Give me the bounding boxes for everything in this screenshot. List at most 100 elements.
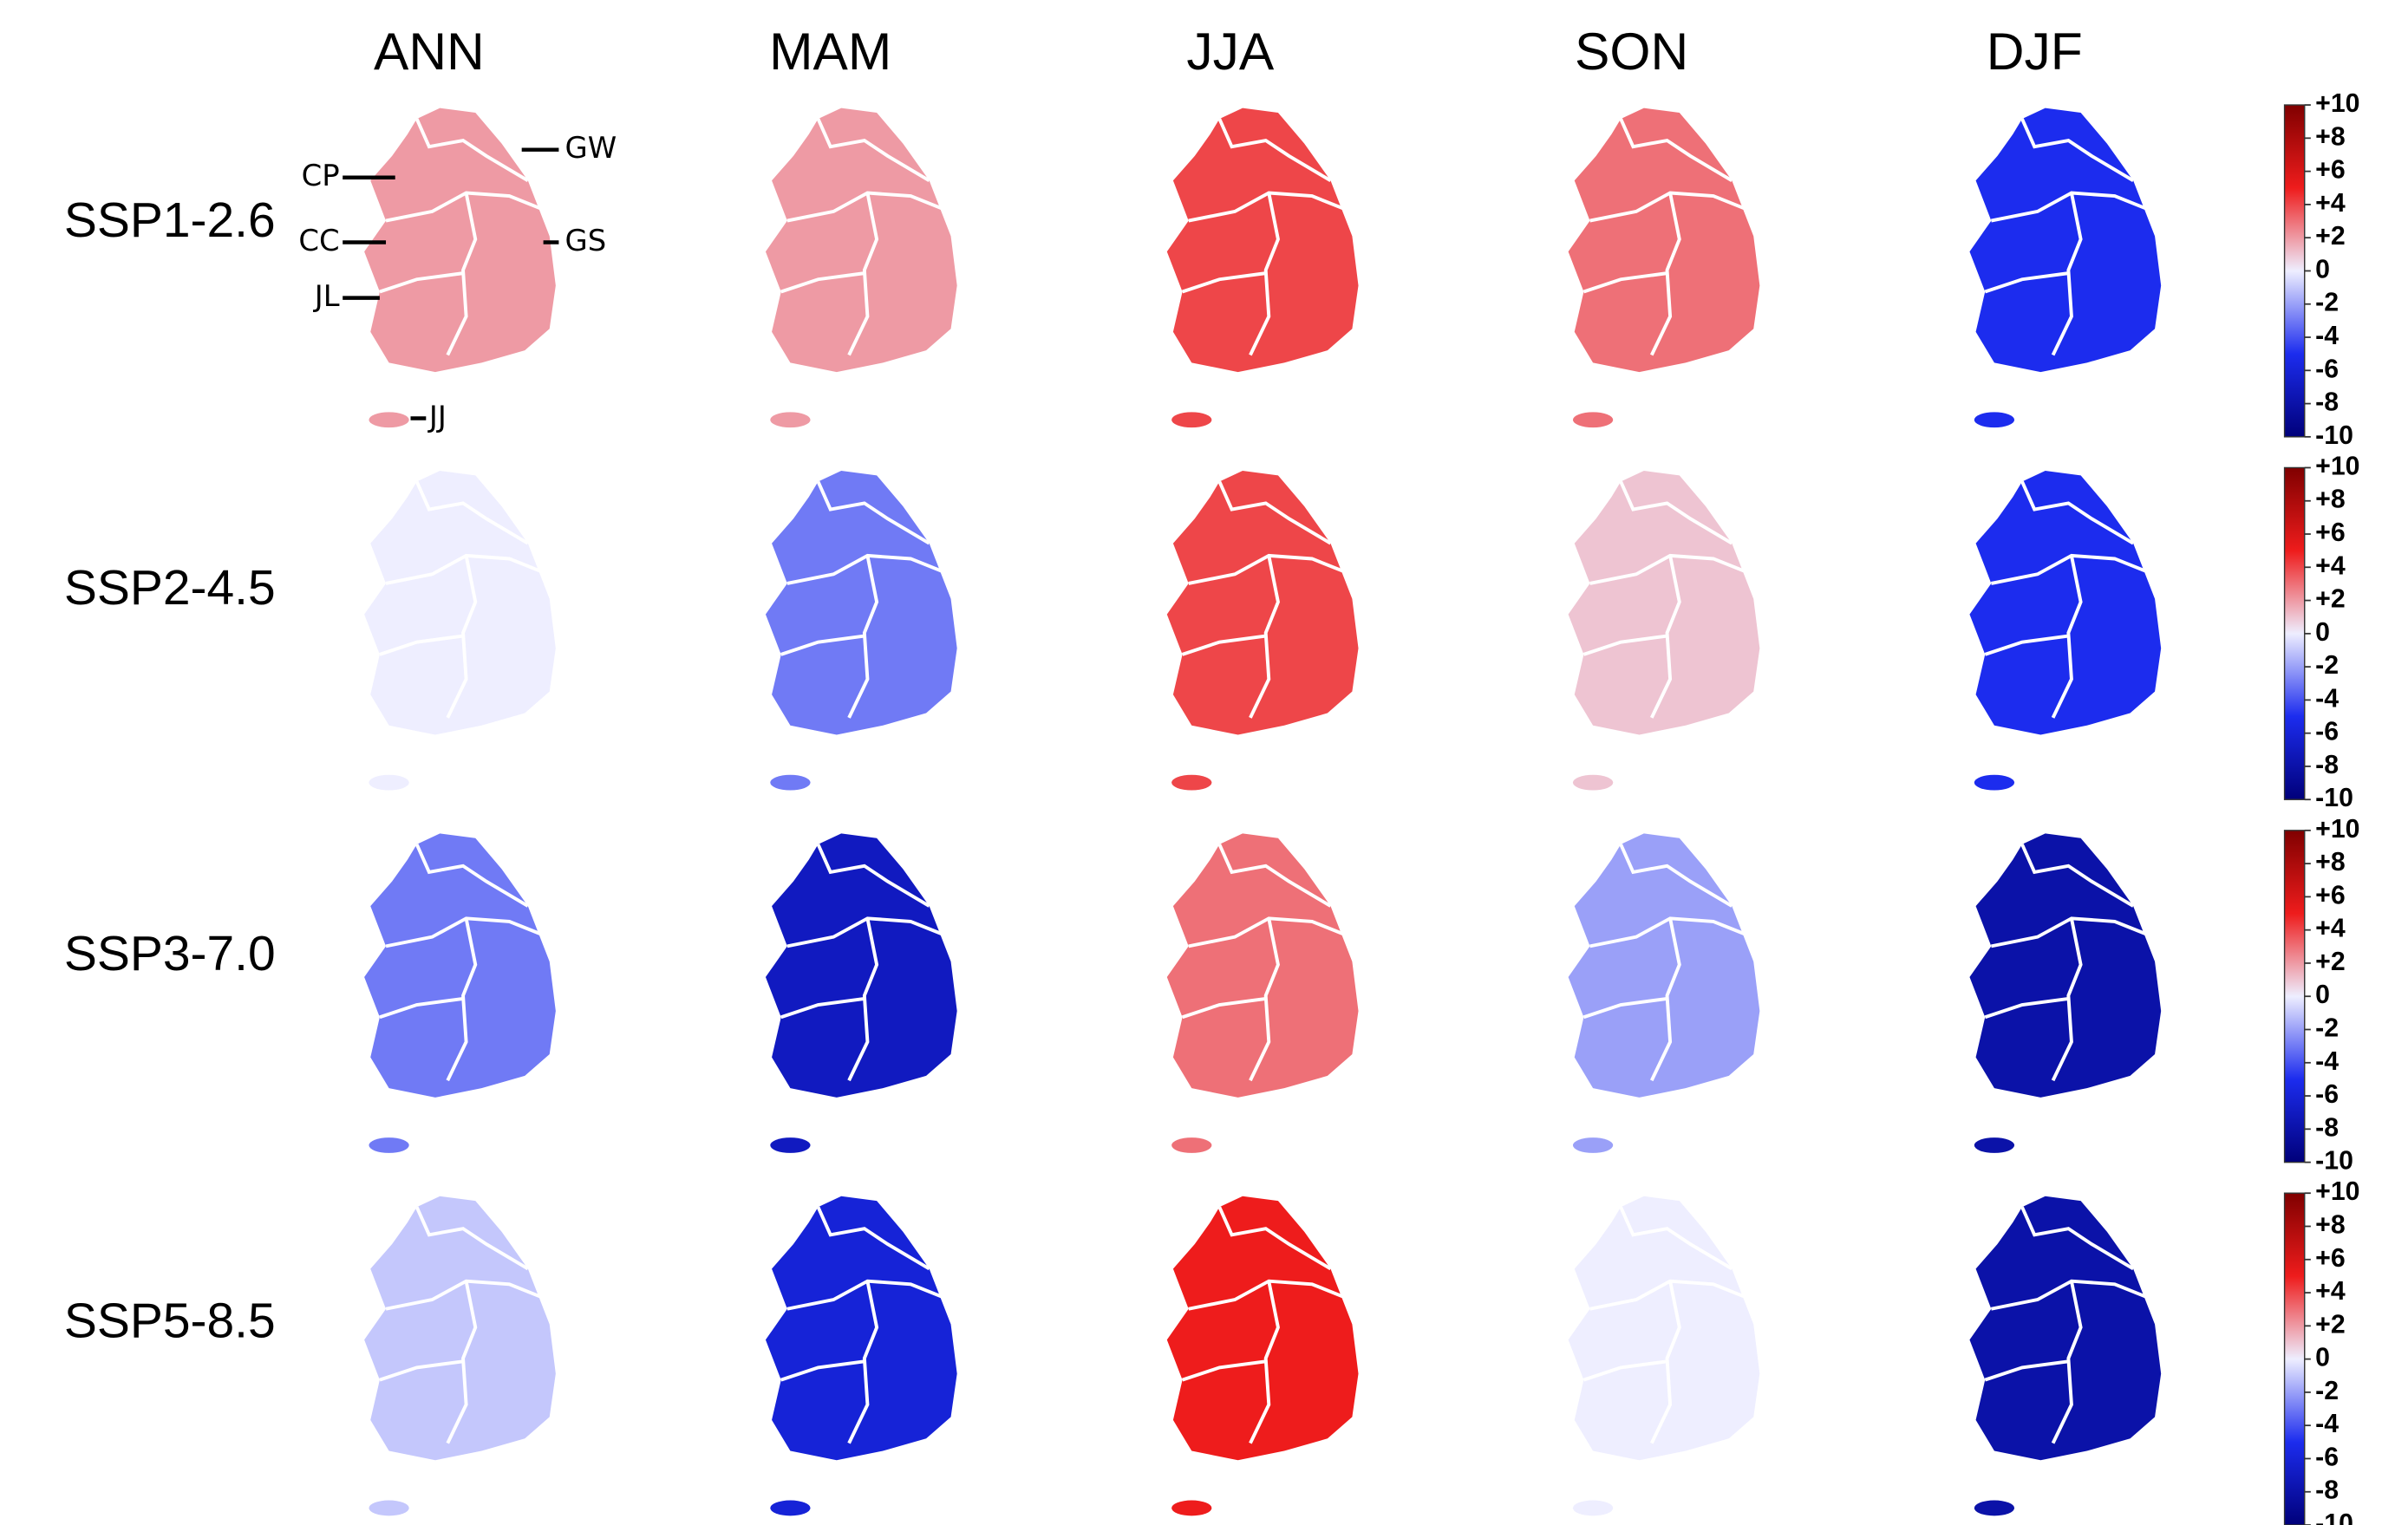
colorbar-label: +6	[2315, 1244, 2345, 1273]
colorbar-label: 0	[2315, 255, 2330, 283]
colorbar-label: +8	[2315, 1210, 2345, 1239]
colorbar-label: +10	[2315, 1177, 2359, 1206]
colorbar-label: -8	[2315, 1476, 2339, 1505]
colorbar-label: +8	[2315, 486, 2345, 514]
jeju	[1171, 1137, 1211, 1153]
map	[1569, 833, 1760, 1153]
jeju	[770, 1501, 810, 1516]
colorbar	[2285, 105, 2305, 437]
map	[766, 833, 957, 1153]
colorbar-label: -8	[2315, 1113, 2339, 1142]
jeju	[1974, 1501, 2014, 1516]
jeju	[369, 1137, 408, 1153]
colorbar-label: -6	[2315, 1080, 2339, 1109]
jeju	[1573, 1137, 1613, 1153]
colorbar-label: +2	[2315, 1310, 2345, 1339]
colorbar-label: -6	[2315, 355, 2339, 383]
map	[364, 108, 556, 428]
jeju	[1171, 775, 1211, 791]
map	[1569, 1196, 1760, 1516]
colorbar-label: -2	[2315, 289, 2339, 317]
colorbar-label: +4	[2315, 1277, 2346, 1306]
colorbar-label: -8	[2315, 751, 2339, 779]
colorbar-label: -10	[2315, 1509, 2353, 1525]
colorbar-label: +4	[2315, 189, 2346, 218]
row-label: SSP2-4.5	[64, 560, 276, 616]
jeju	[1573, 775, 1613, 791]
colorbar-label: -10	[2315, 1147, 2353, 1176]
map	[1167, 833, 1359, 1153]
map	[1969, 1196, 2161, 1516]
colorbar	[2285, 1193, 2305, 1525]
column-header: JJA	[1186, 22, 1275, 81]
colorbar-label: +6	[2315, 881, 2345, 909]
jeju	[770, 775, 810, 791]
colorbar-label: +6	[2315, 518, 2345, 547]
jeju	[369, 412, 408, 427]
jeju	[1573, 1501, 1613, 1516]
column-header: ANN	[374, 22, 485, 81]
region-label: JL	[313, 279, 340, 313]
map	[1167, 108, 1359, 428]
map	[1969, 833, 2161, 1153]
map	[1167, 1196, 1359, 1516]
colorbar-label: -2	[2315, 651, 2339, 680]
colorbar-label: -6	[2315, 1443, 2339, 1471]
colorbar-label: -8	[2315, 388, 2339, 417]
column-header: MAM	[769, 22, 891, 81]
map	[766, 471, 957, 791]
row-label: SSP1-2.6	[64, 192, 276, 248]
colorbar-label: +4	[2315, 915, 2346, 943]
colorbar-label: 0	[2315, 981, 2330, 1009]
colorbar-label: 0	[2315, 618, 2330, 647]
colorbar-label: +8	[2315, 848, 2345, 877]
jeju	[1974, 412, 2014, 427]
region-label: JJ	[427, 400, 447, 433]
region-label: GS	[565, 224, 607, 257]
map	[1569, 108, 1760, 428]
column-header: SON	[1575, 22, 1688, 81]
jeju	[1974, 1137, 2014, 1153]
colorbar-label: +10	[2315, 89, 2359, 118]
map	[364, 833, 556, 1153]
colorbar-label: -10	[2315, 784, 2353, 812]
colorbar-label: +2	[2315, 948, 2345, 976]
colorbar-label: +2	[2315, 585, 2345, 614]
colorbar	[2285, 831, 2305, 1163]
map	[1167, 471, 1359, 791]
colorbar-label: -4	[2315, 684, 2339, 713]
colorbar-label: +6	[2315, 156, 2345, 185]
jeju	[1171, 1501, 1211, 1516]
row-label: SSP3-7.0	[64, 926, 276, 981]
jeju	[770, 412, 810, 427]
map	[1969, 108, 2161, 428]
jeju	[369, 1501, 408, 1516]
colorbar-label: -2	[2315, 1014, 2339, 1043]
colorbar-label: -10	[2315, 421, 2353, 450]
colorbar-label: +10	[2315, 452, 2359, 480]
map	[364, 1196, 556, 1516]
colorbar	[2285, 467, 2305, 799]
jeju	[1573, 412, 1613, 427]
region-label: CC	[298, 224, 339, 257]
jeju	[1974, 775, 2014, 791]
figure: ANN MAM JJA SON DJF SSP1-2.6 +10 +8 +6 +4 +2 0 -2 -4 -…	[0, 0, 2408, 1525]
jeju	[1171, 412, 1211, 427]
map	[1569, 471, 1760, 791]
region-label: GW	[565, 131, 617, 165]
colorbar-label: -2	[2315, 1377, 2339, 1405]
colorbar-label: -4	[2315, 1410, 2339, 1438]
row-label: SSP5-8.5	[64, 1294, 276, 1349]
map	[766, 108, 957, 428]
map	[364, 471, 556, 791]
colorbar-label: -6	[2315, 718, 2339, 746]
colorbar-label: +10	[2315, 815, 2359, 844]
map	[766, 1196, 957, 1516]
column-header: DJF	[1987, 22, 2083, 81]
colorbar-label: +8	[2315, 122, 2345, 151]
colorbar-label: -4	[2315, 322, 2339, 350]
colorbar-label: -4	[2315, 1047, 2339, 1076]
colorbar-label: +2	[2315, 222, 2345, 251]
map	[1969, 471, 2161, 791]
jeju	[369, 775, 408, 791]
